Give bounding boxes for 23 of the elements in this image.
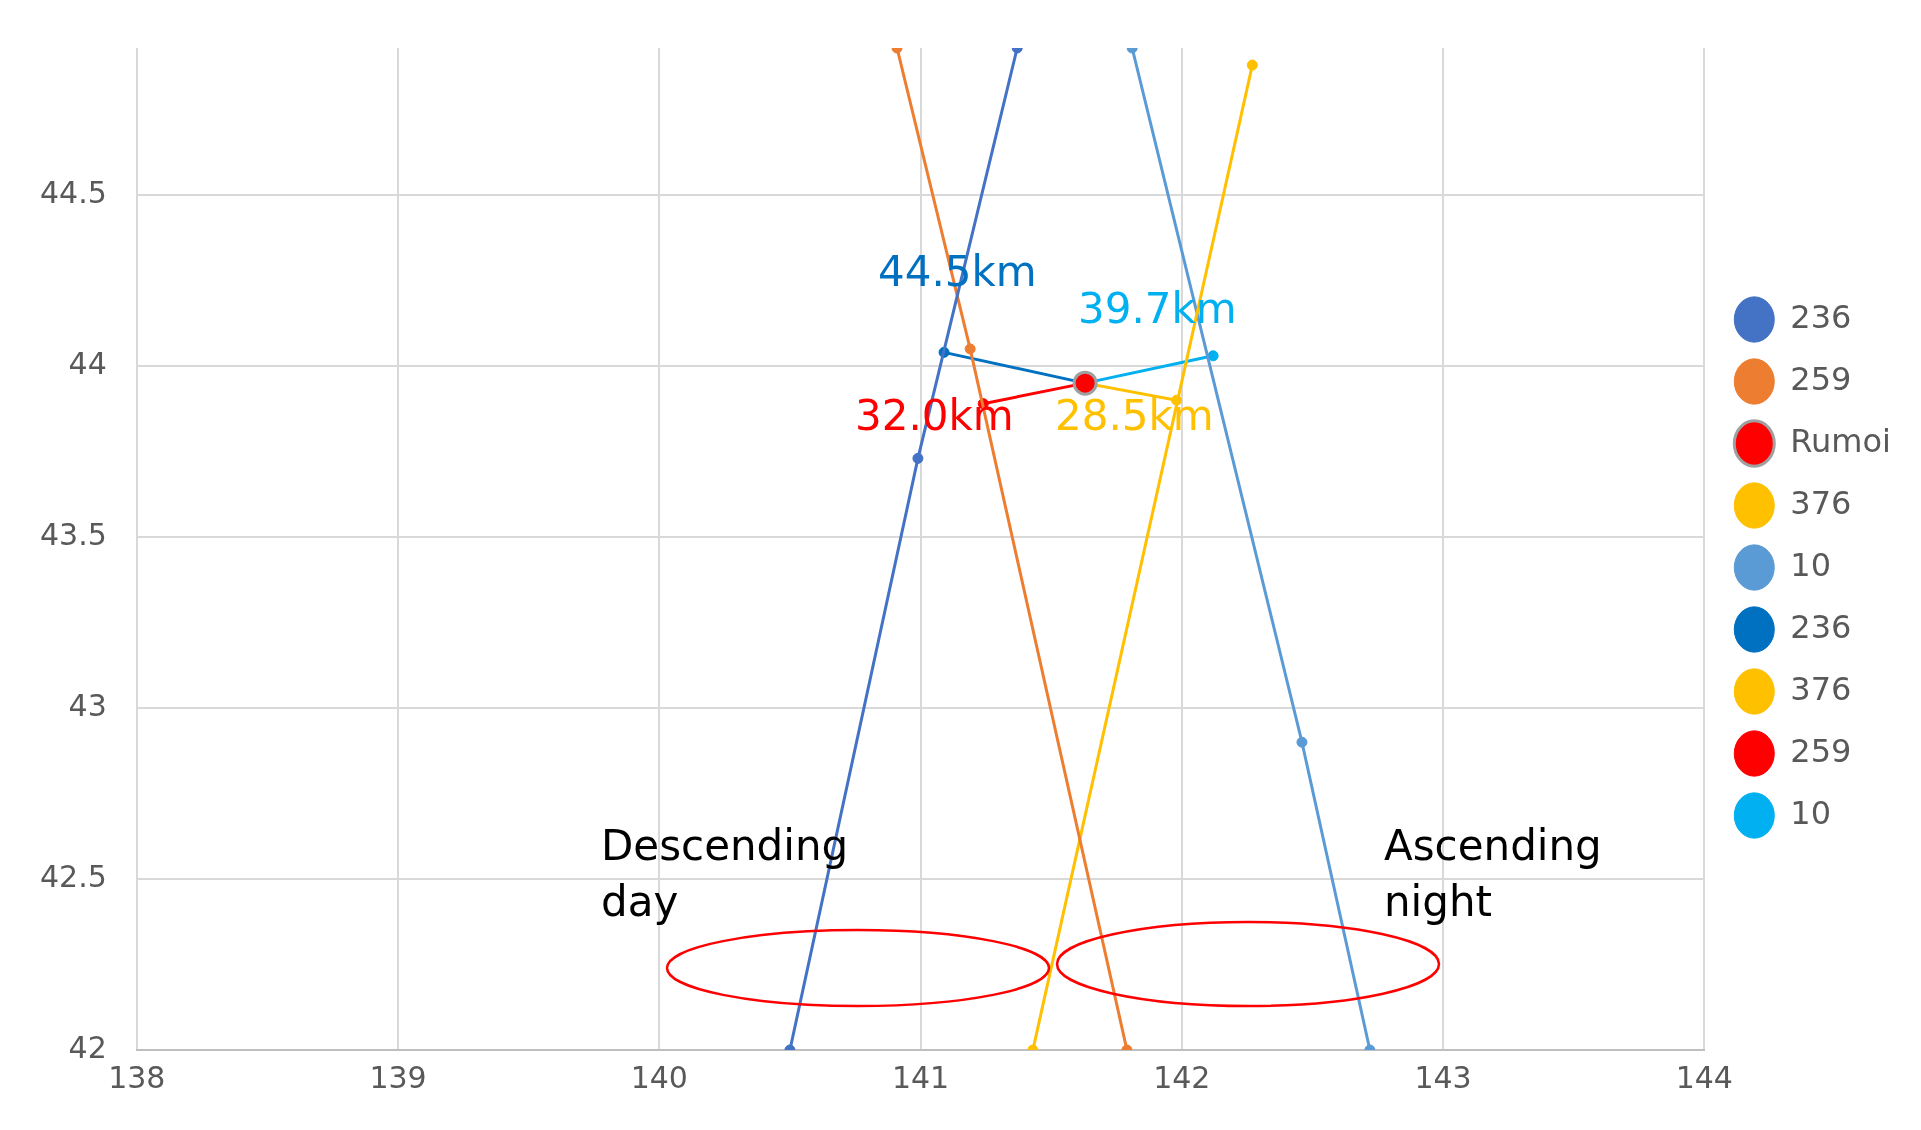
legend-label: 259 (1790, 359, 1852, 398)
legend-label: 376 (1790, 669, 1852, 708)
x-tick-label: 142 (1153, 1059, 1211, 1095)
legend-label: 259 (1790, 731, 1852, 770)
x-tick-label: 141 (891, 1059, 950, 1095)
legend-label: 236 (1790, 607, 1852, 646)
legend-label: 10 (1790, 545, 1831, 584)
annotation: Ascending night (1384, 820, 1602, 928)
x-tick-label: 138 (108, 1059, 166, 1095)
legend-label: 376 (1790, 483, 1852, 522)
legend-label: 236 (1790, 297, 1852, 336)
x-tick-label: 139 (369, 1059, 427, 1095)
x-tick-label: 143 (1414, 1059, 1472, 1095)
x-tick-label: 144 (1675, 1059, 1733, 1095)
y-tick-label: 43.5 (40, 516, 107, 552)
y-tick-label: 44 (68, 345, 107, 381)
y-tick-label: 43 (68, 687, 107, 723)
y-tick-label: 42 (68, 1029, 107, 1065)
legend-label: 10 (1790, 793, 1831, 832)
legend-label: Rumoi (1790, 421, 1891, 460)
x-tick-label: 140 (630, 1059, 688, 1095)
y-tick-label: 44.5 (40, 174, 107, 210)
y-tick-label: 42.5 (40, 858, 107, 894)
